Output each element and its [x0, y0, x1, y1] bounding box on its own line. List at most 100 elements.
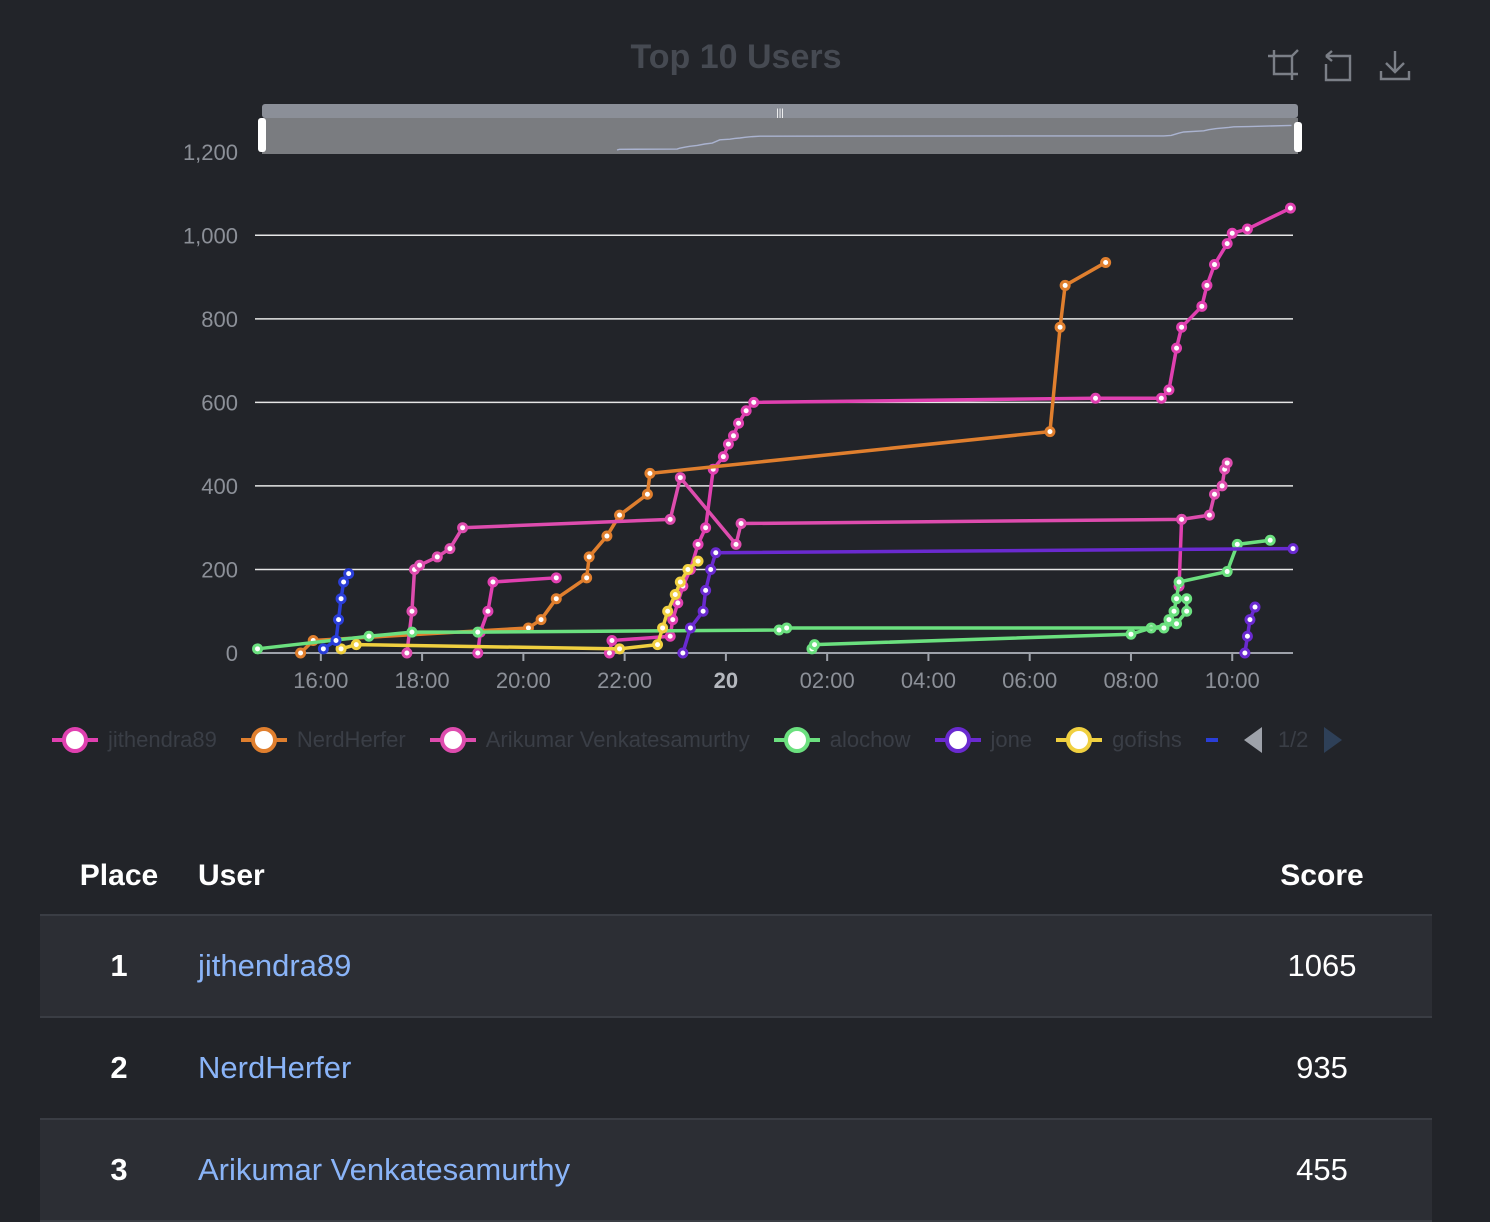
data-point[interactable] [657, 622, 669, 634]
data-point[interactable] [330, 634, 342, 646]
data-point[interactable] [1163, 384, 1175, 396]
series-jone[interactable] [677, 543, 1299, 659]
data-point[interactable] [457, 522, 469, 534]
data-point[interactable] [667, 614, 679, 626]
data-point[interactable] [550, 572, 562, 584]
series-line[interactable] [1177, 519, 1184, 587]
data-point[interactable] [1090, 392, 1102, 404]
legend-item-partial[interactable] [1204, 726, 1230, 754]
data-point[interactable] [1226, 227, 1238, 239]
data-point[interactable] [1239, 647, 1251, 659]
series-arikumar-venkatesamurthy[interactable] [401, 457, 1233, 659]
data-point[interactable] [444, 543, 456, 555]
data-point[interactable] [1171, 342, 1183, 354]
data-point[interactable] [338, 576, 350, 588]
data-point[interactable] [781, 622, 793, 634]
triangle-left-icon[interactable] [1242, 725, 1264, 755]
data-point[interactable] [550, 593, 562, 605]
data-point[interactable] [1203, 509, 1215, 521]
data-point[interactable] [1241, 630, 1253, 642]
data-point[interactable] [606, 634, 618, 646]
data-point[interactable] [710, 547, 722, 559]
data-point[interactable] [406, 605, 418, 617]
series-segment[interactable] [806, 593, 1193, 655]
data-point[interactable] [730, 538, 742, 550]
zoom-slider-grip-icon[interactable]: ||| [776, 108, 784, 119]
data-point[interactable] [664, 630, 676, 642]
data-point[interactable] [581, 572, 593, 584]
data-point[interactable] [644, 467, 656, 479]
series-line[interactable] [340, 559, 700, 651]
data-point[interactable] [700, 522, 712, 534]
data-point[interactable] [1100, 256, 1112, 268]
data-point[interactable] [1221, 566, 1233, 578]
data-point[interactable] [335, 643, 347, 655]
data-point[interactable] [1201, 279, 1213, 291]
data-point[interactable] [1125, 628, 1137, 640]
series-line[interactable] [317, 568, 355, 655]
data-point[interactable] [1168, 605, 1180, 617]
data-point[interactable] [717, 451, 729, 463]
data-point[interactable] [1241, 223, 1253, 235]
data-point[interactable] [1216, 480, 1228, 492]
data-point[interactable] [684, 622, 696, 634]
data-point[interactable] [317, 643, 329, 655]
series-gofishs[interactable] [335, 555, 704, 655]
data-point[interactable] [1176, 513, 1188, 525]
data-point[interactable] [335, 593, 347, 605]
data-point[interactable] [487, 576, 499, 588]
data-point[interactable] [692, 538, 704, 550]
legend-item-jithendra89[interactable]: jithendra89 [50, 726, 217, 754]
zoom-slider-left-handle[interactable] [258, 118, 266, 152]
data-point[interactable] [614, 509, 626, 521]
data-point[interactable] [740, 405, 752, 417]
series-segment[interactable] [472, 572, 562, 659]
data-point[interactable] [472, 626, 484, 638]
data-point[interactable] [1171, 618, 1183, 630]
data-point[interactable] [1163, 614, 1175, 626]
zoom-slider[interactable]: ||| [258, 104, 1302, 154]
data-point[interactable] [1249, 601, 1261, 613]
data-point[interactable] [705, 563, 717, 575]
data-point[interactable] [1221, 457, 1233, 469]
series-line[interactable] [810, 598, 1189, 650]
data-point[interactable] [1181, 593, 1193, 605]
data-point[interactable] [363, 630, 375, 642]
data-point[interactable] [722, 438, 734, 450]
legend-item-arikumar-venkatesamurthy[interactable]: Arikumar Venkatesamurthy [428, 726, 750, 754]
data-point[interactable] [1158, 622, 1170, 634]
zoom-slider-right-handle[interactable] [1294, 122, 1302, 152]
data-point[interactable] [252, 643, 264, 655]
data-point[interactable] [1155, 392, 1167, 404]
legend-item-alochow[interactable]: alochow [772, 726, 911, 754]
data-point[interactable] [1054, 321, 1066, 333]
zoom-reset-icon[interactable] [1322, 48, 1356, 82]
data-point[interactable] [1044, 426, 1056, 438]
data-point[interactable] [295, 647, 307, 659]
data-point[interactable] [748, 396, 760, 408]
data-point[interactable] [472, 647, 484, 659]
data-point[interactable] [662, 605, 674, 617]
data-point[interactable] [406, 626, 418, 638]
data-zoom-icon[interactable] [1266, 48, 1300, 82]
data-point[interactable] [482, 605, 494, 617]
data-point[interactable] [1244, 614, 1256, 626]
series-alochow[interactable] [252, 534, 1276, 655]
legend-item-gofishs[interactable]: gofishs [1054, 726, 1182, 754]
data-point[interactable] [1287, 543, 1299, 555]
user-link[interactable]: NerdHerfer [198, 1050, 352, 1085]
data-point[interactable] [1264, 534, 1276, 546]
zoom-slider-bar[interactable] [262, 104, 1298, 118]
data-point[interactable] [1209, 488, 1221, 500]
data-point[interactable] [1196, 300, 1208, 312]
data-point[interactable] [733, 417, 745, 429]
data-point[interactable] [682, 563, 694, 575]
data-point[interactable] [401, 647, 413, 659]
data-point[interactable] [727, 430, 739, 442]
data-point[interactable] [535, 614, 547, 626]
data-point[interactable] [677, 647, 689, 659]
data-point[interactable] [1171, 593, 1183, 605]
series-segment[interactable] [1239, 601, 1261, 659]
data-point[interactable] [652, 639, 664, 651]
data-point[interactable] [697, 605, 709, 617]
